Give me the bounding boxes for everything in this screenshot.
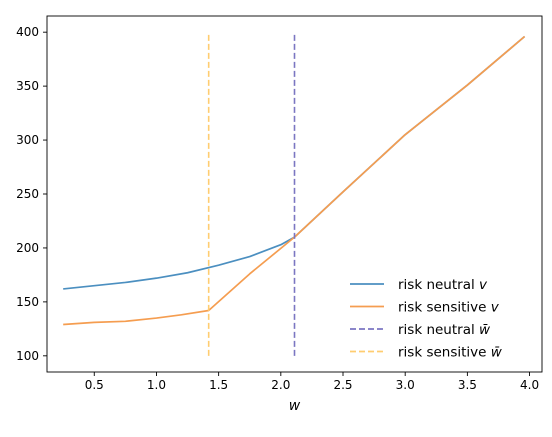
series-1-line [63,35,526,326]
axes: 0.5 1.0 1.5 2.0 2.5 3.0 3.5 4.0 100 150 200 250 300 3… [16,15,543,414]
y-tick-label: 100 [16,349,39,363]
legend-label: risk neutral v [398,277,488,293]
legend-label: risk neutral w̄ [398,322,491,338]
x-tick-label: 0.5 [85,378,104,392]
x-tick-label: 4.0 [520,378,539,392]
y-tick-label: 200 [16,241,39,255]
x-tick-label: 2.0 [271,378,290,392]
y-tick-label: 350 [16,79,39,93]
plot-area [63,32,526,356]
x-axis-label: w [289,398,301,414]
y-tick-label: 150 [16,295,39,309]
legend: risk neutral v risk sensitive v risk neutr… [350,277,503,361]
legend-label: risk sensitive v [398,300,500,316]
x-tick-label: 1.5 [209,378,228,392]
x-tick-label: 3.5 [458,378,477,392]
x-tick-label: 2.5 [333,378,352,392]
y-tick-label: 300 [16,133,39,147]
y-tick-label: 250 [16,187,39,201]
x-tick-label: 3.0 [396,378,415,392]
x-tick-label: 1.0 [147,378,166,392]
legend-label: risk sensitive w̄ [398,345,503,361]
y-tick-label: 400 [16,25,39,39]
